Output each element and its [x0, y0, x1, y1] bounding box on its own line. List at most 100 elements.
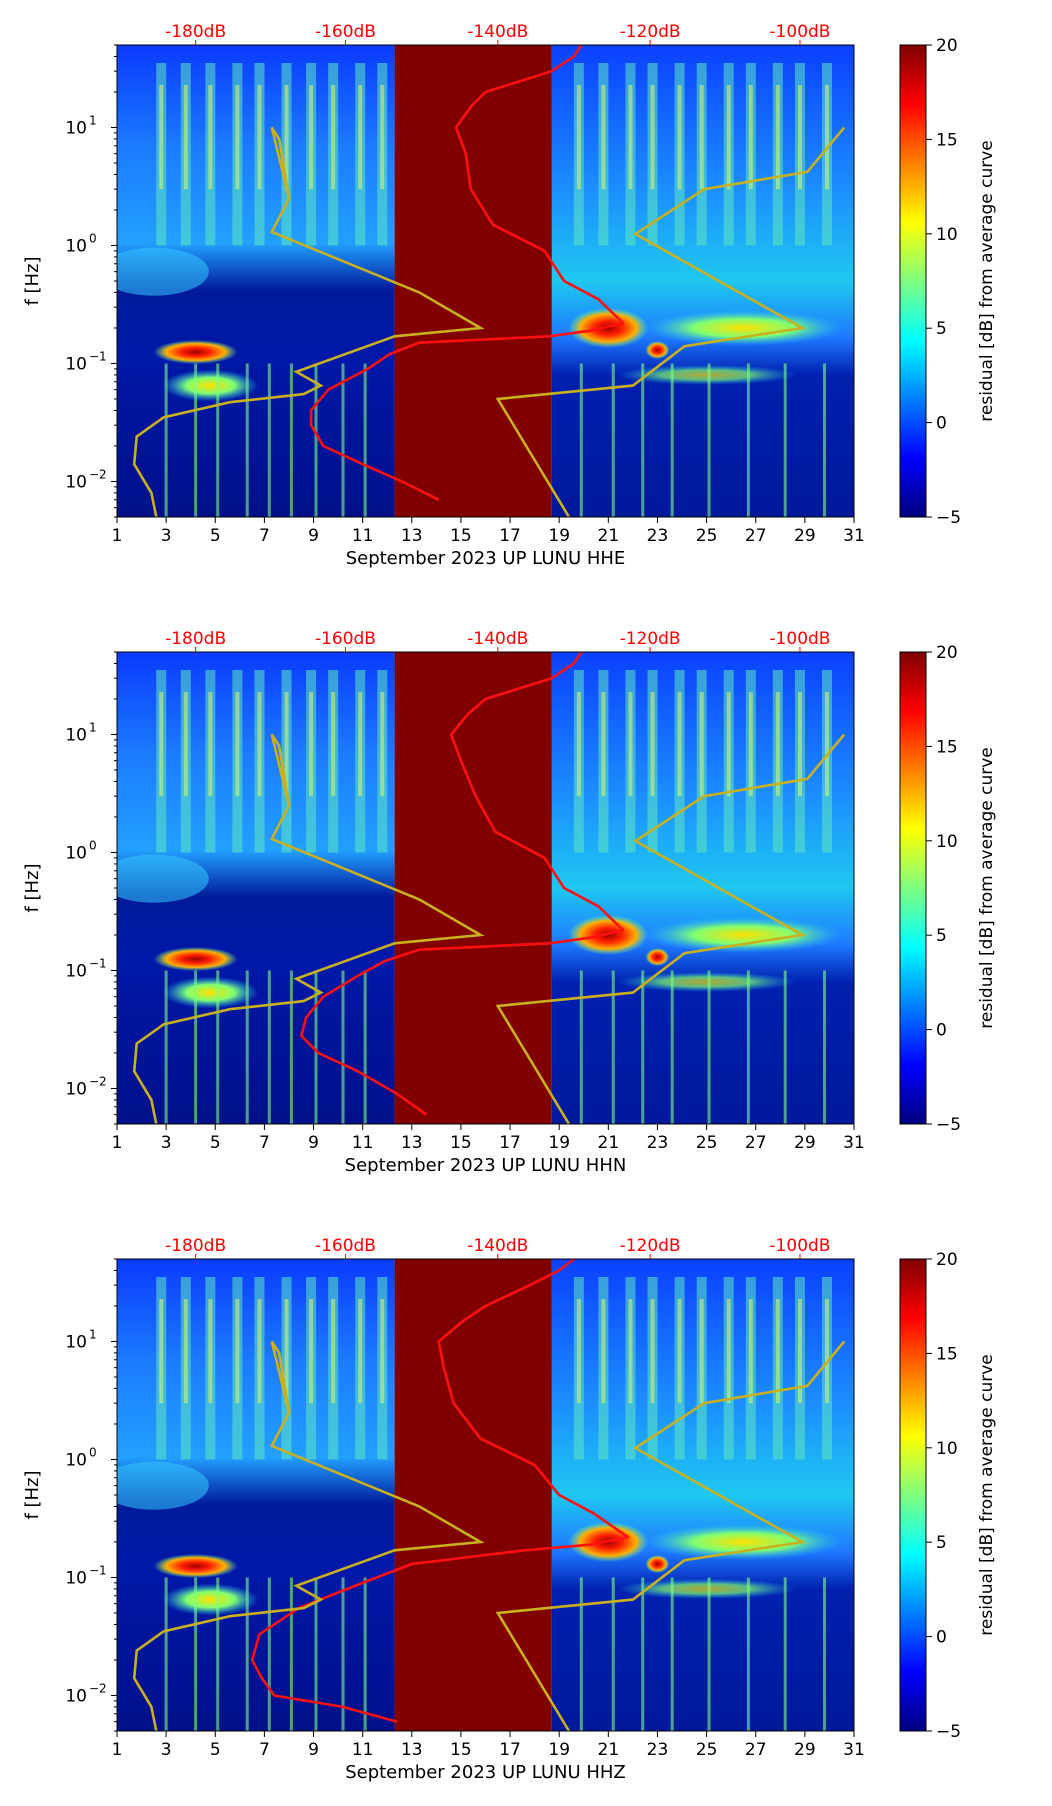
diurnal-noise-core: [601, 692, 606, 797]
transient-spike: [746, 1577, 750, 1731]
x-tick-label: 19: [548, 1740, 570, 1760]
diurnal-noise-core: [628, 85, 633, 190]
diurnal-noise-core: [726, 85, 731, 190]
top-axis-label: -140dB: [467, 629, 528, 649]
colorbar-tick-label: −5: [936, 508, 961, 528]
top-axis-label: -100dB: [769, 629, 830, 649]
x-tick-label: 29: [794, 526, 816, 546]
y-tick-label: 10: [65, 1079, 87, 1099]
diurnal-noise-core: [380, 1299, 385, 1404]
y-tick-exponent: 1: [89, 720, 97, 734]
diurnal-noise-core: [208, 692, 213, 797]
diurnal-noise-core: [380, 85, 385, 190]
noise-band: [117, 247, 209, 296]
x-axis-label: September 2023 UP LUNU HHZ: [345, 1762, 626, 1783]
diurnal-noise-core: [309, 692, 314, 797]
diurnal-noise-core: [576, 1299, 581, 1404]
diurnal-noise-core: [699, 692, 704, 797]
x-tick-label: 21: [598, 1740, 620, 1760]
data-gap-block: [394, 45, 552, 517]
colorbar: −5 0 5 10 15 20 residual [dB] from average cur…: [899, 1250, 997, 1742]
x-tick-label: 23: [647, 1740, 669, 1760]
diurnal-noise-core: [797, 85, 802, 190]
microseism-hotspot: [645, 948, 670, 967]
y-tick-exponent: 0: [89, 838, 97, 852]
y-tick-exponent: −2: [89, 467, 107, 481]
psd-red-curve: [309, 45, 625, 501]
x-tick-label: 21: [598, 526, 620, 546]
transient-spike: [289, 970, 293, 1124]
colorbar-tick-label: 5: [936, 319, 947, 339]
diurnal-noise-core: [331, 1299, 336, 1404]
diurnal-noise-core: [677, 1299, 682, 1404]
diurnal-noise-core: [824, 85, 829, 190]
x-tick-label: 7: [259, 1740, 270, 1760]
y-tick-exponent: 1: [89, 1327, 97, 1341]
diurnal-noise-core: [748, 85, 753, 190]
y-tick-label: 10: [65, 1332, 87, 1352]
top-axis-label: -180dB: [165, 629, 226, 649]
x-tick-label: 23: [647, 526, 669, 546]
x-tick-label: 23: [647, 1133, 669, 1153]
diurnal-noise-core: [677, 85, 682, 190]
top-axis-label: -160dB: [315, 629, 376, 649]
x-tick-label: 27: [745, 526, 767, 546]
x-tick-label: 25: [696, 1133, 718, 1153]
transient-spike: [783, 1577, 787, 1731]
diurnal-noise-core: [183, 692, 188, 797]
colorbar-tick-label: 0: [936, 1021, 947, 1041]
x-tick-label: 3: [161, 1740, 172, 1760]
transient-spike: [707, 970, 711, 1124]
noise-band: [117, 854, 209, 903]
x-tick-label: 25: [696, 526, 718, 546]
diurnal-noise-core: [284, 692, 289, 797]
colorbar-tick-label: 5: [936, 926, 947, 946]
x-tick-label: 17: [499, 1740, 521, 1760]
top-axis-label: -160dB: [315, 1236, 376, 1256]
diurnal-noise-core: [699, 85, 704, 190]
diurnal-noise-core: [159, 1299, 164, 1404]
x-tick-label: 13: [401, 1740, 423, 1760]
diurnal-noise-core: [309, 1299, 314, 1404]
microseism-hotspot: [568, 307, 649, 348]
y-tick-label: 10: [65, 236, 87, 256]
colorbar-tick-label: 0: [936, 414, 947, 434]
psd-red-curve: [250, 1259, 630, 1723]
microseism-band: [162, 1583, 259, 1616]
y-tick-label: 10: [65, 961, 87, 981]
colorbar-tick-label: −5: [936, 1722, 961, 1742]
transient-spike: [783, 970, 787, 1124]
diurnal-noise-core: [358, 692, 363, 797]
transient-spike: [670, 363, 674, 517]
microseism-band: [616, 971, 797, 992]
microseism-band: [616, 1578, 797, 1599]
diurnal-noise-core: [331, 692, 336, 797]
plot-area: [117, 1259, 854, 1731]
colorbar-tick-label: 15: [936, 130, 958, 150]
colorbar: −5 0 5 10 15 20 residual [dB] from average cur…: [899, 643, 997, 1135]
transient-spike: [707, 363, 711, 517]
microseism-band: [162, 976, 259, 1009]
top-axis-label: -160dB: [315, 22, 376, 42]
x-tick-label: 5: [210, 1133, 221, 1153]
colorbar-tick-label: 20: [936, 643, 958, 663]
transient-spike: [823, 363, 827, 517]
diurnal-noise-core: [824, 1299, 829, 1404]
transient-spike: [314, 1577, 318, 1731]
y-tick-exponent: −1: [89, 956, 107, 970]
diurnal-noise-core: [775, 1299, 780, 1404]
transient-spike: [245, 363, 249, 517]
transient-spike: [641, 1577, 645, 1731]
diurnal-noise-core: [699, 1299, 704, 1404]
diurnal-noise-core: [601, 1299, 606, 1404]
top-axis-label: -140dB: [467, 1236, 528, 1256]
transient-spike: [314, 970, 318, 1124]
transient-spike: [611, 970, 615, 1124]
x-tick-label: 21: [598, 1133, 620, 1153]
transient-spike: [641, 363, 645, 517]
colorbar: −5 0 5 10 15 20 residual [dB] from average cur…: [899, 36, 997, 528]
transient-spike: [670, 1577, 674, 1731]
x-tick-label: 25: [696, 1740, 718, 1760]
colorbar-tick-label: 15: [936, 1344, 958, 1364]
